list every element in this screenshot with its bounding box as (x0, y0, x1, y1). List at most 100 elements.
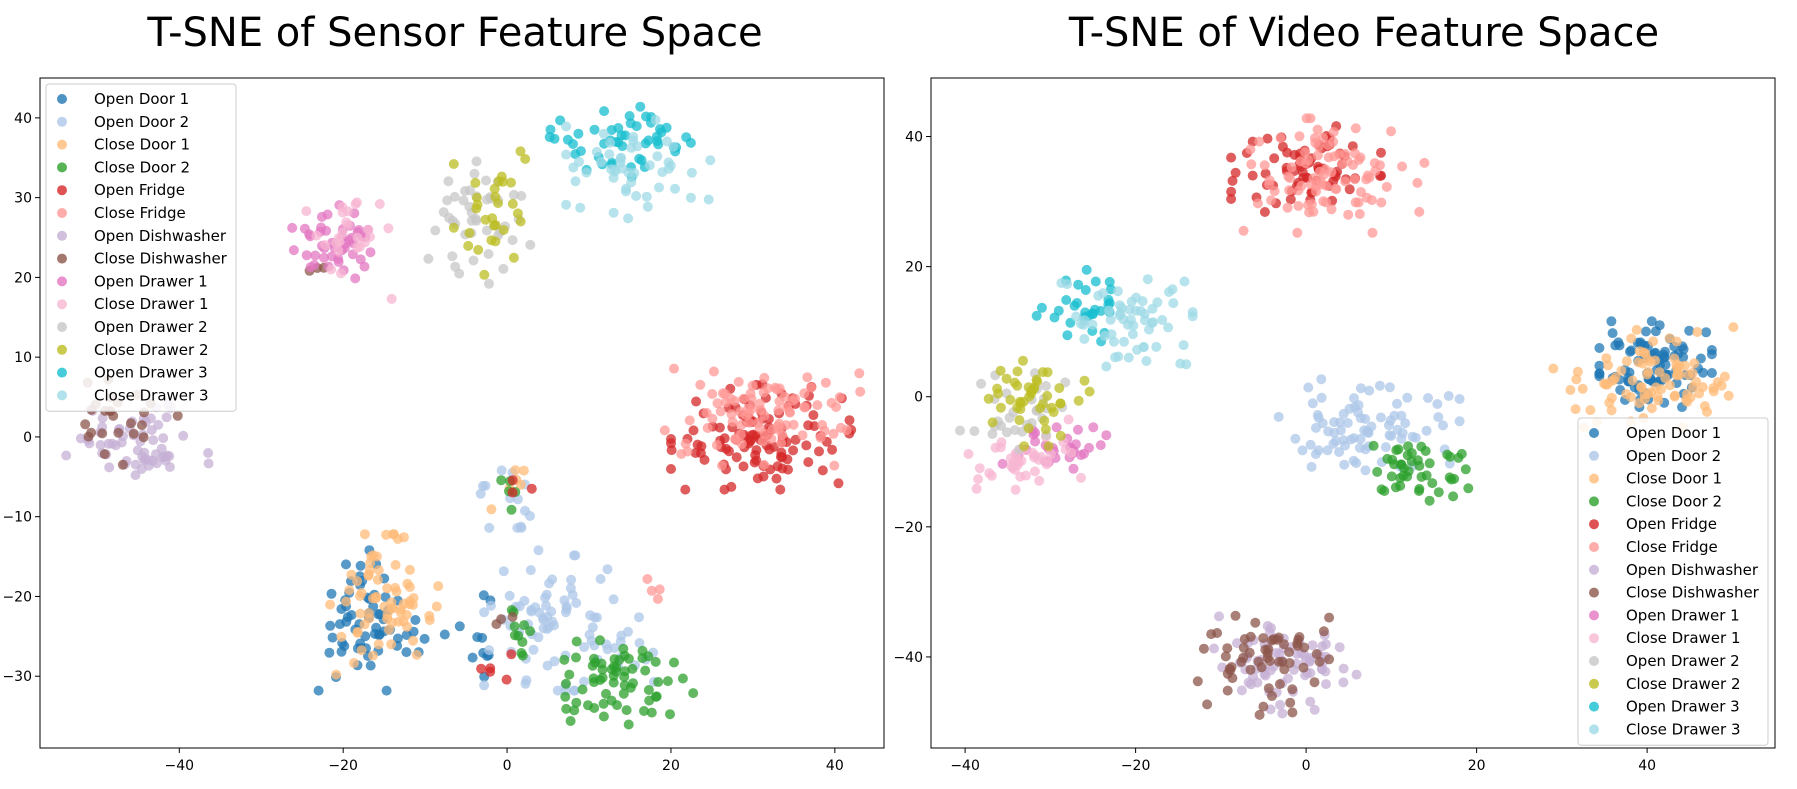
point-open-fridge (1259, 207, 1270, 217)
legend-label-open-drawer-1: Open Drawer 1 (94, 272, 208, 290)
point-open-door-2 (1355, 383, 1366, 394)
point-close-door-2 (1376, 484, 1387, 495)
point-close-door-1 (1633, 357, 1644, 368)
point-open-drawer-2 (430, 225, 441, 236)
point-close-drawer-3 (1127, 329, 1138, 340)
point-close-fridge (776, 438, 787, 449)
point-open-fridge (1226, 194, 1237, 204)
point-close-drawer-3 (1163, 322, 1174, 333)
y-tick-label: 40 (14, 111, 32, 127)
point-close-fridge (1353, 197, 1364, 208)
point-close-dishwasher (1311, 649, 1322, 659)
point-close-fridge (1342, 156, 1353, 167)
point-close-fridge (819, 425, 830, 436)
point-close-drawer-2 (1046, 402, 1057, 413)
point-open-dishwasher (1317, 664, 1328, 675)
point-close-drawer-1 (1041, 459, 1052, 470)
legend-label-open-door-2: Open Door 2 (94, 113, 189, 131)
point-open-door-2 (1339, 459, 1350, 470)
point-open-door-2 (486, 600, 496, 611)
point-open-dishwasher (1320, 639, 1331, 650)
point-open-fridge (801, 440, 812, 451)
point-close-fridge (820, 377, 831, 388)
point-close-door-1 (1664, 333, 1675, 344)
point-close-fridge (708, 366, 719, 377)
point-open-door-1 (410, 615, 421, 625)
point-close-door-2 (1391, 445, 1402, 456)
y-tick-label: −40 (893, 650, 923, 666)
point-close-drawer-1 (974, 463, 985, 474)
point-open-drawer-2 (468, 255, 479, 266)
point-close-door-1 (1723, 390, 1734, 401)
point-close-dishwasher (1309, 677, 1320, 688)
y-tick-label: 30 (14, 191, 32, 207)
legend-marker-open-door-1 (57, 94, 67, 104)
point-close-door-1 (1674, 369, 1685, 380)
point-close-door-2 (618, 688, 629, 699)
point-close-drawer-3 (623, 213, 634, 224)
point-close-door-2 (1427, 478, 1438, 489)
point-close-door-2 (606, 695, 617, 706)
point-close-drawer-3 (1138, 342, 1149, 353)
point-close-door-2 (561, 703, 572, 714)
point-close-drawer-3 (1076, 318, 1086, 329)
point-open-dishwasher (1265, 665, 1276, 676)
point-close-door-1 (1621, 356, 1632, 367)
point-close-drawer-2 (479, 269, 490, 280)
point-close-drawer-1 (351, 197, 362, 208)
point-open-door-2 (569, 685, 580, 696)
point-close-door-2 (496, 475, 507, 486)
point-open-drawer-3 (636, 155, 647, 166)
point-close-drawer-2 (1018, 355, 1028, 366)
point-close-drawer-1 (336, 268, 346, 279)
legend-marker-open-drawer-2 (57, 322, 67, 332)
point-close-drawer-1 (319, 240, 330, 250)
point-open-fridge (833, 478, 844, 489)
point-open-drawer-2 (498, 263, 509, 274)
point-close-door-1 (402, 621, 412, 632)
point-close-fridge (1381, 181, 1392, 192)
legend-label-close-drawer-2: Close Drawer 2 (1626, 675, 1741, 693)
point-open-door-2 (595, 574, 606, 584)
point-close-door-2 (1396, 459, 1407, 470)
point-open-door-2 (537, 613, 548, 624)
point-close-dishwasher (80, 419, 91, 430)
legend-marker-open-fridge (57, 185, 67, 196)
point-open-drawer-1 (287, 222, 298, 233)
point-close-door-1 (395, 607, 406, 618)
point-close-fridge (1375, 160, 1385, 171)
point-close-door-2 (564, 669, 575, 680)
point-open-drawer-3 (1049, 312, 1060, 323)
point-close-drawer-1 (331, 238, 342, 249)
point-open-fridge (506, 649, 517, 660)
point-open-door-1 (478, 590, 489, 601)
point-close-drawer-1 (326, 264, 337, 275)
point-open-drawer-2 (969, 426, 980, 437)
point-close-door-1 (518, 465, 529, 476)
point-close-fridge (1245, 144, 1256, 155)
point-close-door-1 (1651, 382, 1662, 393)
point-open-door-1 (326, 588, 337, 599)
point-close-dishwasher (1250, 617, 1261, 628)
point-close-door-1 (1728, 322, 1739, 333)
point-open-dishwasher (1266, 623, 1276, 633)
point-open-drawer-3 (1080, 285, 1091, 295)
point-close-fridge (733, 376, 744, 387)
point-open-door-1 (439, 629, 450, 640)
point-close-fridge (799, 402, 810, 413)
point-close-fridge (772, 384, 782, 395)
point-open-fridge (731, 452, 742, 463)
point-close-drawer-3 (1116, 302, 1127, 313)
point-open-door-1 (1678, 352, 1689, 363)
point-open-fridge (476, 663, 487, 674)
point-close-dishwasher (1298, 662, 1309, 673)
point-open-door-1 (313, 685, 324, 696)
point-close-door-1 (373, 565, 384, 576)
point-close-fridge (646, 585, 657, 596)
point-close-fridge (717, 388, 728, 399)
point-open-dishwasher (1309, 704, 1320, 715)
point-close-dishwasher (1245, 631, 1256, 642)
point-close-drawer-2 (473, 244, 484, 255)
point-close-fridge (680, 438, 691, 449)
point-close-dishwasher (1222, 685, 1233, 696)
